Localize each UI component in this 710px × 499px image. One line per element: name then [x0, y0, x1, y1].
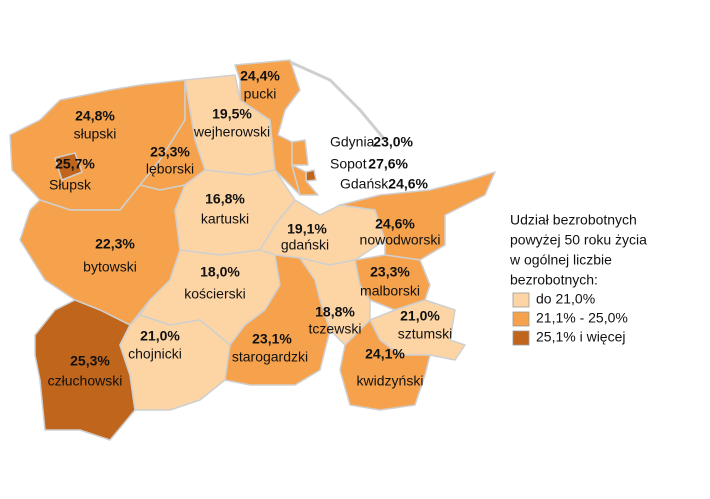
region-value: 24,4% — [240, 68, 280, 84]
city-area — [291, 139, 309, 166]
region-name: tczewski — [309, 321, 362, 337]
region — [339, 319, 431, 411]
legend-swatch — [512, 311, 530, 327]
region-value: 16,8% — [205, 191, 245, 207]
region-value: 23,3% — [370, 264, 410, 280]
region-value: 19,5% — [212, 106, 252, 122]
legend-swatch — [512, 330, 530, 346]
city-value: 27,6% — [368, 156, 408, 172]
region-name: słupski — [74, 126, 117, 142]
region-name: sztumski — [398, 326, 452, 342]
region-value: 25,7% — [55, 156, 95, 172]
region-value: 19,1% — [287, 221, 327, 237]
region-name: Słupsk — [49, 177, 92, 193]
region-name: gdański — [281, 237, 329, 253]
city-area — [305, 169, 317, 182]
region-value: 24,8% — [75, 108, 115, 124]
city-name: Gdynia — [330, 134, 375, 150]
legend: Udział bezrobotnych powyżej 50 roku życia… — [509, 212, 647, 346]
region-name: bytowski — [83, 259, 137, 275]
legend-swatch — [512, 292, 530, 308]
legend-title: powyżej 50 roku życia — [510, 232, 647, 248]
region-value: 18,8% — [315, 304, 355, 320]
region-name: kartuski — [201, 211, 249, 227]
region-name: pucki — [244, 86, 277, 102]
legend-label: 21,1% - 25,0% — [536, 310, 628, 326]
city-value: 23,0% — [373, 134, 413, 150]
region — [119, 314, 231, 411]
region-value: 21,0% — [140, 328, 180, 344]
legend-label: do 21,0% — [536, 291, 595, 307]
region-name: malborski — [360, 283, 420, 299]
coastline — [289, 60, 387, 141]
region-name: kościerski — [184, 286, 245, 302]
region-value: 24,1% — [365, 346, 405, 362]
region-name: lęborski — [146, 161, 194, 177]
region-name: kwidzyński — [357, 373, 424, 389]
region-name: nowodworski — [360, 232, 441, 248]
region-value: 21,0% — [400, 308, 440, 324]
region-name: starogardzki — [232, 349, 308, 365]
region-value: 22,3% — [95, 236, 135, 252]
regions — [9, 59, 496, 441]
region-value: 18,0% — [200, 264, 240, 280]
legend-label: 25,1% i więcej — [536, 329, 626, 345]
region-value: 23,3% — [150, 144, 190, 160]
region — [339, 171, 496, 261]
legend-title: bezrobotnych: — [510, 272, 598, 288]
legend-title: Udział bezrobotnych — [510, 212, 637, 228]
city-value: 24,6% — [388, 176, 428, 192]
region-name: chojnicki — [128, 346, 182, 362]
region-name: człuchowski — [48, 373, 123, 389]
region-value: 23,1% — [252, 331, 292, 347]
region-name: wejherowski — [193, 124, 270, 140]
legend-title: w ogólnej liczbie — [509, 252, 612, 268]
city-name: Gdańsk — [340, 176, 389, 192]
city-area — [291, 164, 319, 196]
city-name: Sopot — [330, 156, 367, 172]
region — [34, 299, 136, 441]
region-value: 25,3% — [70, 353, 110, 369]
region-value: 24,6% — [375, 216, 415, 232]
region — [54, 152, 83, 181]
